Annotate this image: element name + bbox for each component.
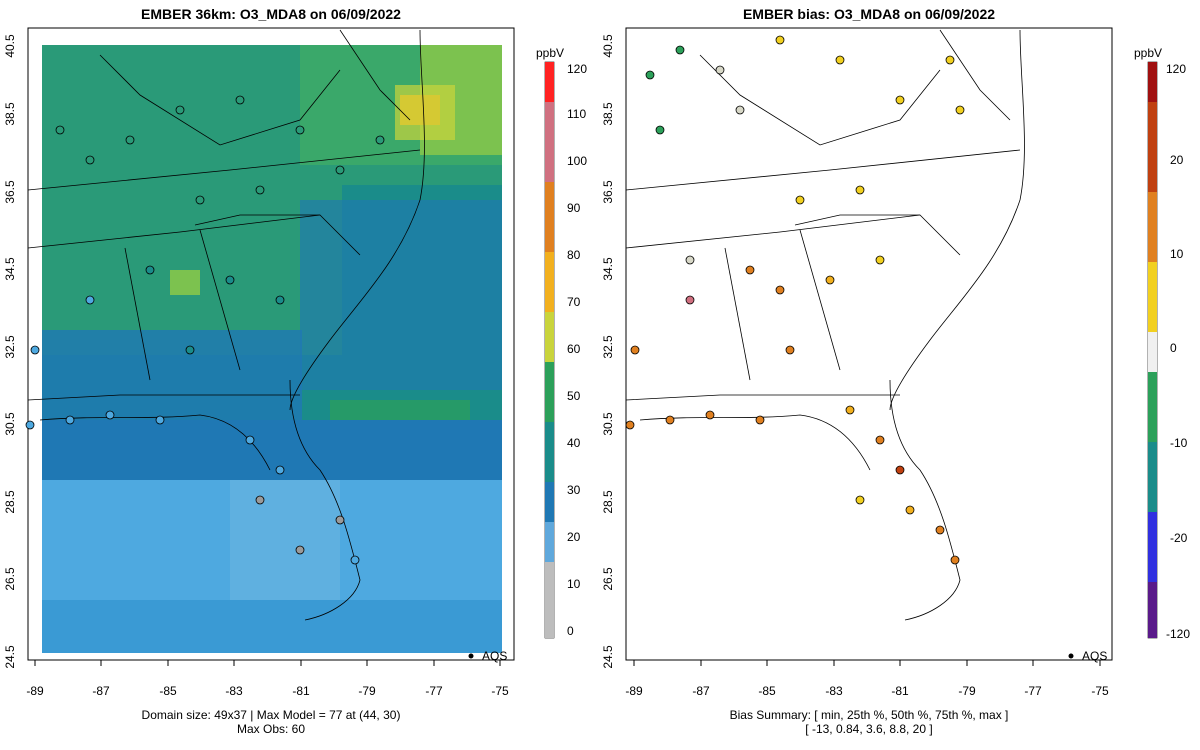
aqs-legend-icon	[1068, 653, 1074, 659]
colorbar-tick: 10	[1170, 247, 1184, 261]
colorbar-tick: -120	[1166, 627, 1190, 641]
right-footer-line2: [ -13, 0.84, 3.6, 8.8, 20 ]	[805, 722, 933, 736]
right-colorbar-unit: ppbV	[1134, 46, 1163, 60]
y-tick-label: 34.5	[3, 257, 17, 281]
x-tick-label: -75	[1091, 684, 1109, 698]
x-tick-label: -85	[159, 684, 177, 698]
left-footer-line1: Domain size: 49x37 | Max Model = 77 at (…	[141, 708, 401, 722]
right-map: -89 -87 -85 -83 -81 -79 -77 -75 24.5 26.…	[601, 27, 1190, 698]
colorbar-tick: 20	[1170, 153, 1184, 167]
state-boundaries	[625, 29, 1025, 621]
aqs-legend-label: AQS	[1082, 649, 1107, 663]
x-tick-label: -77	[1024, 684, 1042, 698]
left-footer: Domain size: 49x37 | Max Model = 77 at (…	[28, 708, 514, 736]
y-tick-label: 30.5	[3, 412, 17, 436]
aqs-sites	[25, 95, 385, 565]
colorbar-tick: 70	[567, 295, 581, 309]
colorbar-tick: 100	[567, 154, 587, 168]
right-footer-line1: Bias Summary: [ min, 25th %, 50th %, 75t…	[729, 708, 1009, 722]
y-tick-label: 36.5	[3, 180, 17, 204]
x-tick-label: -85	[758, 684, 776, 698]
x-tick-label: -77	[425, 684, 443, 698]
x-tick-label: -87	[692, 684, 710, 698]
y-tick-label: 36.5	[601, 180, 615, 204]
x-tick-label: -75	[491, 684, 509, 698]
left-map: -89 -87 -85 -83 -81 -79 -77 -75 24.5 26.…	[3, 27, 587, 698]
colorbar-tick: 90	[567, 201, 581, 215]
colorbar-tick: 20	[567, 530, 581, 544]
left-colorbar-unit: ppbV	[536, 46, 565, 60]
colorbar-tick: 0	[567, 624, 574, 638]
x-tick-label: -89	[26, 684, 44, 698]
y-tick-label: 28.5	[601, 490, 615, 514]
y-tick-label: 40.5	[601, 34, 615, 58]
y-tick-label: 34.5	[601, 257, 615, 281]
x-tick-label: -83	[225, 684, 243, 698]
state-boundaries	[27, 29, 425, 621]
y-tick-label: 26.5	[601, 567, 615, 591]
y-tick-label: 32.5	[601, 335, 615, 359]
colorbar-tick: 60	[567, 342, 581, 356]
colorbar-tick: 10	[567, 577, 581, 591]
right-map-frame	[625, 27, 1113, 661]
model-field	[42, 45, 502, 653]
aqs-bias-sites	[625, 35, 965, 565]
x-tick-label: -83	[825, 684, 843, 698]
aqs-legend-label: AQS	[482, 649, 507, 663]
left-colorbar	[544, 61, 555, 639]
x-tick-label: -87	[92, 684, 110, 698]
colorbar-tick: -20	[1170, 531, 1188, 545]
colorbar-tick: 80	[567, 248, 581, 262]
y-tick-label: 28.5	[3, 490, 17, 514]
colorbar-tick: 110	[567, 107, 586, 121]
left-panel-title: EMBER 36km: O3_MDA8 on 06/09/2022	[141, 6, 401, 22]
colorbar-tick: 0	[1170, 341, 1177, 355]
colorbar-tick: 120	[567, 62, 587, 76]
aqs-legend-icon	[468, 653, 474, 659]
colorbar-tick: 30	[567, 483, 581, 497]
colorbar-tick: 50	[567, 389, 581, 403]
right-colorbar	[1147, 61, 1158, 639]
colorbar-tick: -10	[1170, 436, 1188, 450]
colorbar-tick: 40	[567, 436, 581, 450]
y-tick-label: 26.5	[3, 567, 17, 591]
x-tick-label: -79	[958, 684, 976, 698]
x-tick-label: -89	[625, 684, 643, 698]
y-tick-label: 24.5	[601, 645, 615, 669]
y-tick-label: 24.5	[3, 645, 17, 669]
y-tick-label: 38.5	[3, 102, 17, 126]
left-footer-line2: Max Obs: 60	[236, 722, 306, 736]
y-tick-label: 30.5	[601, 412, 615, 436]
y-tick-label: 40.5	[3, 34, 17, 58]
right-footer: Bias Summary: [ min, 25th %, 50th %, 75t…	[626, 708, 1112, 736]
x-tick-label: -81	[292, 684, 310, 698]
right-x-axis	[626, 659, 1112, 666]
left-x-axis	[28, 659, 514, 666]
colorbar-tick: 120	[1166, 62, 1186, 76]
right-panel-title: EMBER bias: O3_MDA8 on 06/09/2022	[742, 6, 996, 22]
x-tick-label: -79	[358, 684, 376, 698]
y-tick-label: 32.5	[3, 335, 17, 359]
y-tick-label: 38.5	[601, 102, 615, 126]
x-tick-label: -81	[891, 684, 909, 698]
